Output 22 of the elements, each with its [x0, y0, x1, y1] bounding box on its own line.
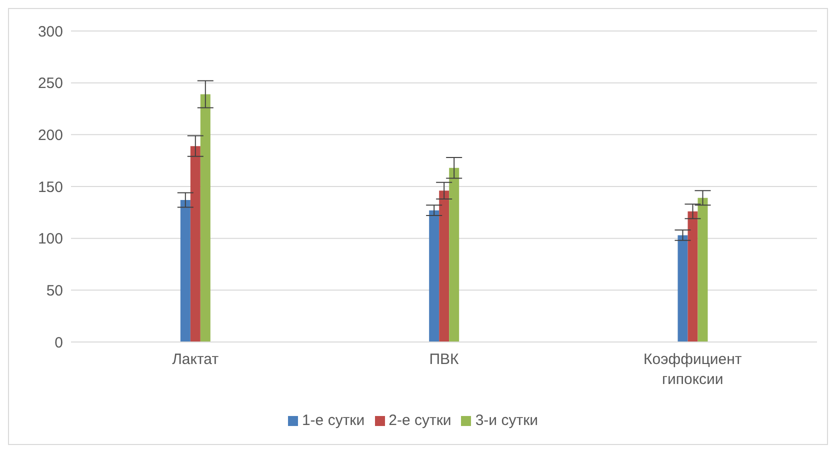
legend-label: 3-и сутки: [475, 412, 538, 429]
y-tick-label: 200: [38, 126, 63, 144]
bar: [678, 235, 688, 342]
bar: [698, 198, 708, 342]
bar: [439, 190, 450, 342]
bar: [449, 168, 460, 342]
legend-label: 1-е сутки: [302, 412, 365, 429]
y-tick-label: 0: [54, 334, 63, 352]
bar: [180, 200, 190, 342]
y-tick-label: 50: [46, 282, 63, 300]
y-tick-label: 250: [38, 75, 63, 92]
x-tick-label: Лактат: [172, 351, 219, 368]
x-tick-label: ПВК: [429, 351, 460, 368]
bar: [688, 211, 698, 342]
x-tick-label: Коэффициент гипоксии: [644, 351, 742, 388]
y-tick-label: 300: [38, 23, 63, 40]
legend-label: 2-е сутки: [388, 412, 452, 429]
bar: [200, 94, 210, 342]
y-tick-label: 150: [38, 178, 63, 196]
y-tick-label: 100: [38, 230, 63, 248]
bar: [190, 146, 200, 342]
bar: [429, 210, 440, 342]
